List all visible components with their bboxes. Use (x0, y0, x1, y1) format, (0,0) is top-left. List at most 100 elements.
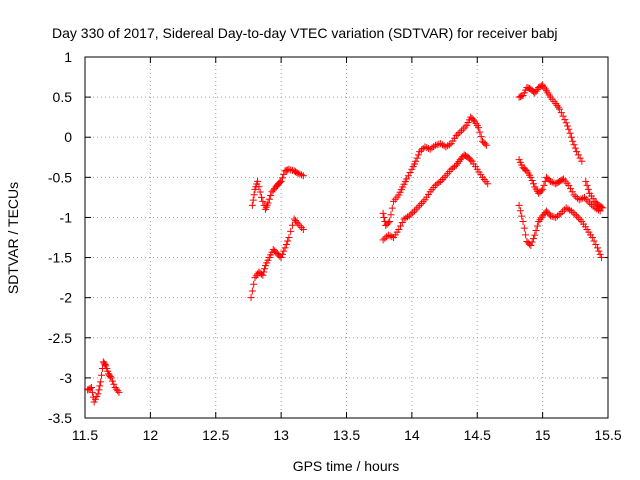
y-tick-label: -1.5 (48, 250, 72, 266)
data-point-marker (527, 173, 535, 181)
data-point-marker (533, 222, 541, 230)
data-point-marker (405, 212, 413, 220)
data-point-marker (515, 201, 523, 209)
data-point-marker (288, 221, 296, 229)
data-point-marker (261, 265, 269, 273)
data-point-marker (586, 199, 594, 207)
y-tick-label: -1 (60, 209, 73, 225)
data-point-marker (416, 148, 424, 156)
tick-marks (84, 56, 609, 419)
data-point-marker (107, 374, 115, 382)
data-point-marker (519, 217, 527, 225)
data-point-marker (404, 172, 412, 180)
data-point-marker (574, 214, 582, 222)
x-tick-label: 15 (535, 427, 551, 443)
data-point-marker (438, 175, 446, 183)
data-point-marker (546, 177, 554, 185)
y-tick-label: 0.5 (53, 89, 73, 105)
data-point-marker (567, 133, 575, 141)
data-point-marker (522, 231, 530, 239)
data-point-marker (115, 388, 123, 396)
data-point-marker (386, 217, 394, 225)
data-point-marker (452, 132, 460, 140)
x-tick-label: 14 (404, 427, 420, 443)
data-point-marker (250, 280, 258, 288)
data-point-marker (381, 234, 389, 242)
x-tick-label: 13 (273, 427, 289, 443)
data-point-marker (546, 212, 554, 220)
data-point-marker (299, 172, 307, 180)
data-point-marker (259, 271, 267, 279)
data-point-marker (281, 244, 289, 252)
data-point-marker (88, 384, 96, 392)
data-point-marker (595, 247, 603, 255)
data-point-marker (114, 387, 122, 395)
data-point-marker (287, 166, 295, 174)
data-point-marker (94, 390, 102, 398)
data-point-marker (548, 178, 556, 186)
data-point-marker (456, 128, 464, 136)
data-point-marker (582, 195, 590, 203)
data-point-marker (557, 109, 565, 117)
data-point-marker (412, 157, 420, 165)
data-point-marker (248, 287, 256, 295)
series-early-cluster (84, 358, 123, 406)
data-point-marker (397, 222, 405, 230)
data-point-marker (569, 209, 577, 217)
data-point-marker (247, 294, 255, 302)
data-point-marker (459, 125, 467, 133)
data-point-marker (280, 170, 288, 178)
data-point-marker (298, 171, 306, 179)
x-tick-label: 13.5 (333, 427, 360, 443)
data-point-marker (476, 128, 484, 136)
series-upper-track (248, 81, 607, 229)
data-point-marker (572, 193, 580, 201)
data-point-marker (539, 185, 547, 193)
data-point-marker (97, 378, 105, 386)
data-point-marker (571, 144, 579, 152)
data-point-marker (407, 210, 415, 218)
y-tick-label: 1 (64, 49, 72, 65)
data-point-marker (537, 187, 545, 195)
data-point-marker (567, 207, 575, 215)
data-point-marker (249, 196, 257, 204)
data-point-marker (277, 254, 285, 262)
y-tick-label: -3.5 (48, 410, 72, 426)
x-axis-label: GPS time / hours (293, 458, 400, 474)
y-tick-label: -2.5 (48, 330, 72, 346)
data-point-marker (384, 231, 392, 239)
data-point-marker (267, 192, 275, 200)
data-point-marker (529, 235, 537, 243)
data-point-marker (296, 170, 304, 178)
data-point-marker (484, 180, 492, 188)
data-point-marker (96, 382, 104, 390)
data-point-marker (527, 242, 535, 250)
data-point-marker (414, 203, 422, 211)
data-point-marker (293, 169, 301, 177)
data-point-marker (540, 181, 548, 189)
data-point-marker (388, 204, 396, 212)
data-point-marker (566, 129, 574, 137)
data-point-marker (556, 105, 564, 113)
data-point-marker (435, 179, 443, 187)
data-point-marker (574, 151, 582, 159)
data-point-marker (559, 112, 567, 120)
x-tick-label: 12.5 (202, 427, 229, 443)
data-point-marker (578, 157, 586, 165)
data-point-marker (285, 234, 293, 241)
data-point-marker (288, 166, 296, 174)
data-point-marker (248, 201, 256, 209)
data-point-marker (454, 130, 462, 138)
data-point-marker (413, 154, 421, 162)
data-point-marker (597, 203, 605, 211)
series-middle-track (515, 156, 604, 215)
x-tick-label: 15.5 (594, 427, 621, 443)
data-point-marker (528, 238, 536, 246)
data-point-marker (588, 234, 596, 241)
data-point-marker (573, 212, 581, 220)
data-point-marker (594, 244, 602, 252)
data-point-marker (584, 185, 592, 193)
data-point-marker (254, 177, 262, 185)
y-axis-label: SDTVAR / TECUs (5, 182, 21, 294)
data-point-marker (265, 195, 273, 203)
